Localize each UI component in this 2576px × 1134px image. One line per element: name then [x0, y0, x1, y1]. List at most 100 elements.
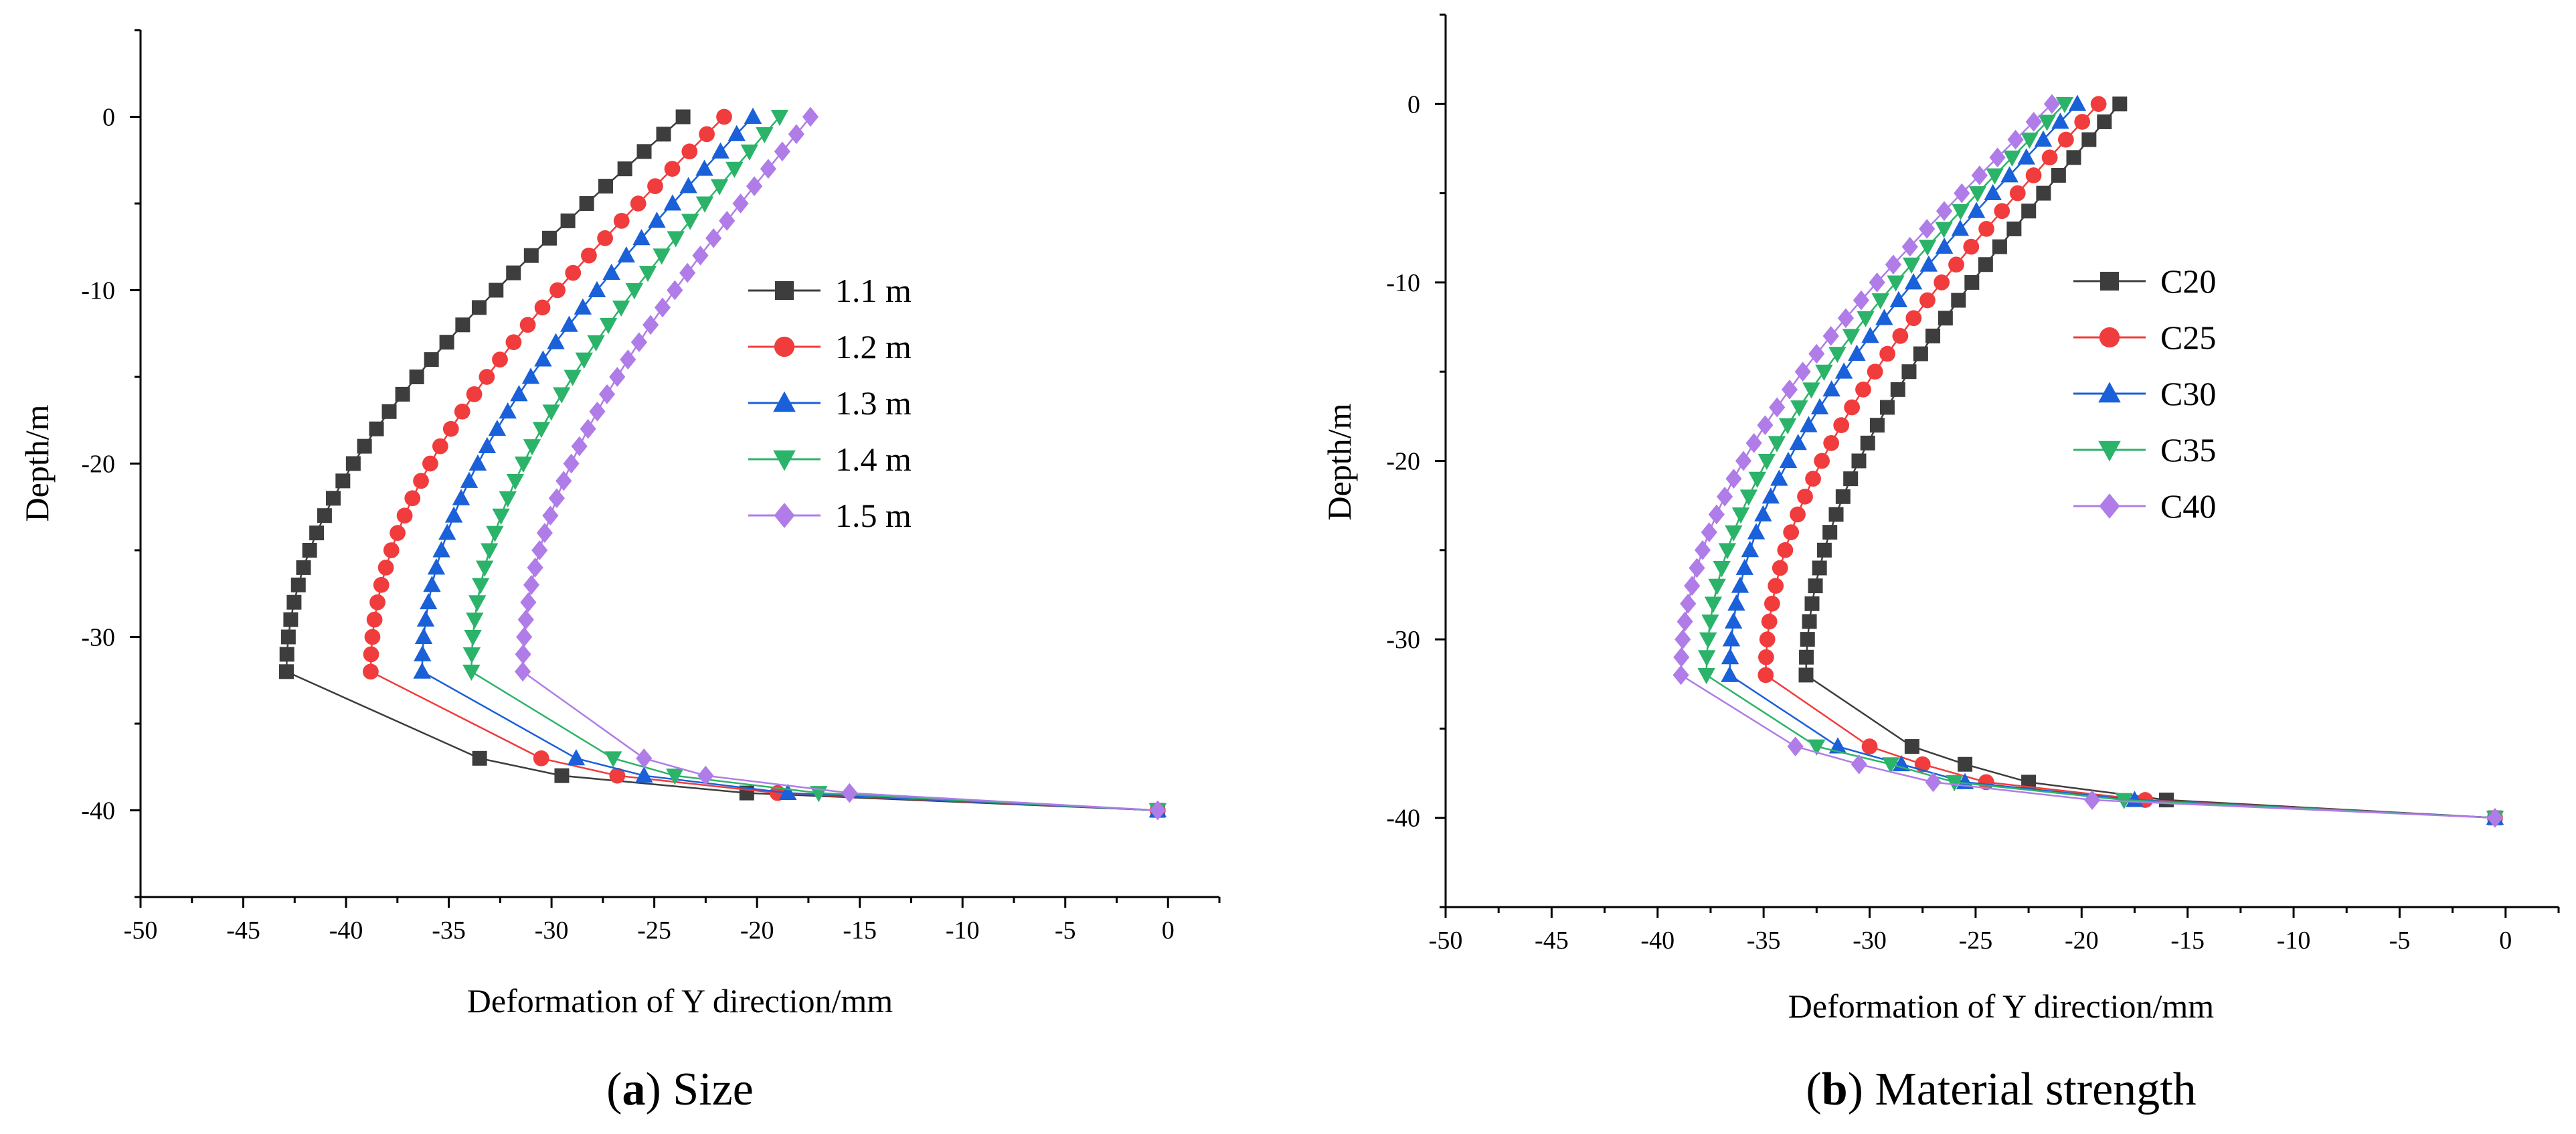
data-point	[542, 404, 560, 421]
data-point	[383, 542, 400, 558]
data-point	[1713, 561, 1731, 578]
data-point	[468, 454, 487, 471]
series-1_5-m	[515, 106, 1166, 821]
data-point	[419, 592, 438, 610]
caption-paren-open: (	[1806, 1064, 1821, 1115]
data-point	[1904, 273, 1923, 290]
data-point	[471, 578, 490, 594]
data-point	[1815, 364, 1833, 381]
data-point	[534, 299, 551, 316]
data-point	[630, 332, 648, 353]
data-point	[679, 177, 697, 193]
data-point	[1762, 487, 1780, 504]
data-point	[1745, 432, 1762, 453]
data-point	[2000, 166, 2019, 183]
data-point	[1697, 667, 1715, 685]
data-point	[1748, 471, 1766, 488]
data-point	[464, 630, 482, 647]
data-point	[1724, 612, 1743, 629]
data-point	[475, 560, 494, 577]
data-point	[1902, 257, 1921, 274]
data-point	[1828, 347, 1847, 363]
data-point	[471, 300, 487, 315]
data-point	[506, 473, 525, 491]
x-tick-label: -20	[2065, 926, 2099, 955]
data-point	[1964, 274, 1980, 290]
data-point	[1725, 525, 1743, 542]
data-point	[1725, 469, 1742, 489]
data-point	[1814, 453, 1830, 469]
legend-label: 1.4 m	[835, 440, 912, 478]
data-point	[296, 560, 311, 575]
data-point	[1797, 488, 1813, 505]
data-point	[519, 317, 536, 333]
data-point	[560, 213, 576, 228]
data-point	[523, 574, 540, 595]
x-tick-label: -50	[124, 916, 158, 945]
data-point	[290, 577, 306, 592]
data-point	[1919, 219, 1936, 239]
data-point	[1735, 451, 1752, 471]
data-point	[369, 594, 385, 611]
legend-marker	[773, 391, 796, 412]
y-tick-label: -10	[1386, 269, 1420, 297]
data-point	[2112, 96, 2128, 112]
data-point	[675, 109, 691, 125]
x-tick-label: -15	[843, 916, 877, 945]
data-point	[580, 418, 596, 439]
data-point	[1954, 183, 1970, 204]
data-point	[1735, 558, 1754, 575]
legend-label: 1.2 m	[835, 328, 912, 366]
data-point	[1768, 578, 1784, 594]
data-point	[1968, 186, 1987, 203]
data-point	[746, 176, 763, 196]
data-point	[638, 266, 657, 282]
series-line	[1765, 103, 2496, 819]
x-tick-label: -5	[1055, 916, 1076, 945]
data-point	[1952, 204, 1970, 221]
data-point	[579, 196, 594, 211]
data-point	[2006, 221, 2022, 236]
data-point	[1919, 255, 1938, 272]
data-point	[1759, 631, 1776, 647]
data-point	[1701, 522, 1717, 542]
x-tick-label: -25	[1959, 926, 1993, 955]
data-point	[711, 142, 729, 159]
data-point	[642, 315, 659, 335]
data-point	[2051, 167, 2066, 183]
data-point	[1694, 540, 1711, 560]
x-tick-label: 0	[2499, 926, 2512, 955]
series-line	[1729, 103, 2496, 819]
data-point	[565, 264, 582, 281]
legend-label: C25	[2160, 319, 2216, 356]
x-tick-label: -40	[329, 916, 363, 945]
data-point	[414, 627, 433, 644]
x-tick-label: 0	[1162, 916, 1175, 945]
data-point	[1804, 596, 1820, 611]
data-point	[345, 456, 361, 471]
data-point	[2034, 130, 2053, 147]
data-point	[1918, 240, 1937, 256]
data-point	[439, 335, 454, 350]
legend-marker	[2100, 272, 2119, 291]
y-tick-label: -30	[81, 624, 115, 652]
legend-label: 1.3 m	[835, 384, 912, 422]
figure-caption: (b) Material strength	[1806, 1064, 2196, 1115]
data-point	[1875, 309, 1893, 325]
data-point	[363, 646, 379, 663]
data-point	[788, 124, 804, 145]
data-point	[1963, 238, 1980, 255]
data-point	[527, 558, 543, 578]
data-point	[466, 613, 484, 629]
data-point	[479, 369, 495, 385]
data-point	[335, 473, 351, 489]
legend-marker	[2099, 493, 2120, 519]
data-point	[692, 245, 709, 266]
data-point	[1689, 558, 1705, 578]
data-point	[647, 178, 663, 194]
data-point	[481, 543, 499, 560]
caption-paren-open: (	[606, 1064, 622, 1115]
x-tick-label: -15	[2170, 926, 2205, 955]
data-point	[1901, 364, 1917, 380]
data-point	[422, 455, 438, 472]
